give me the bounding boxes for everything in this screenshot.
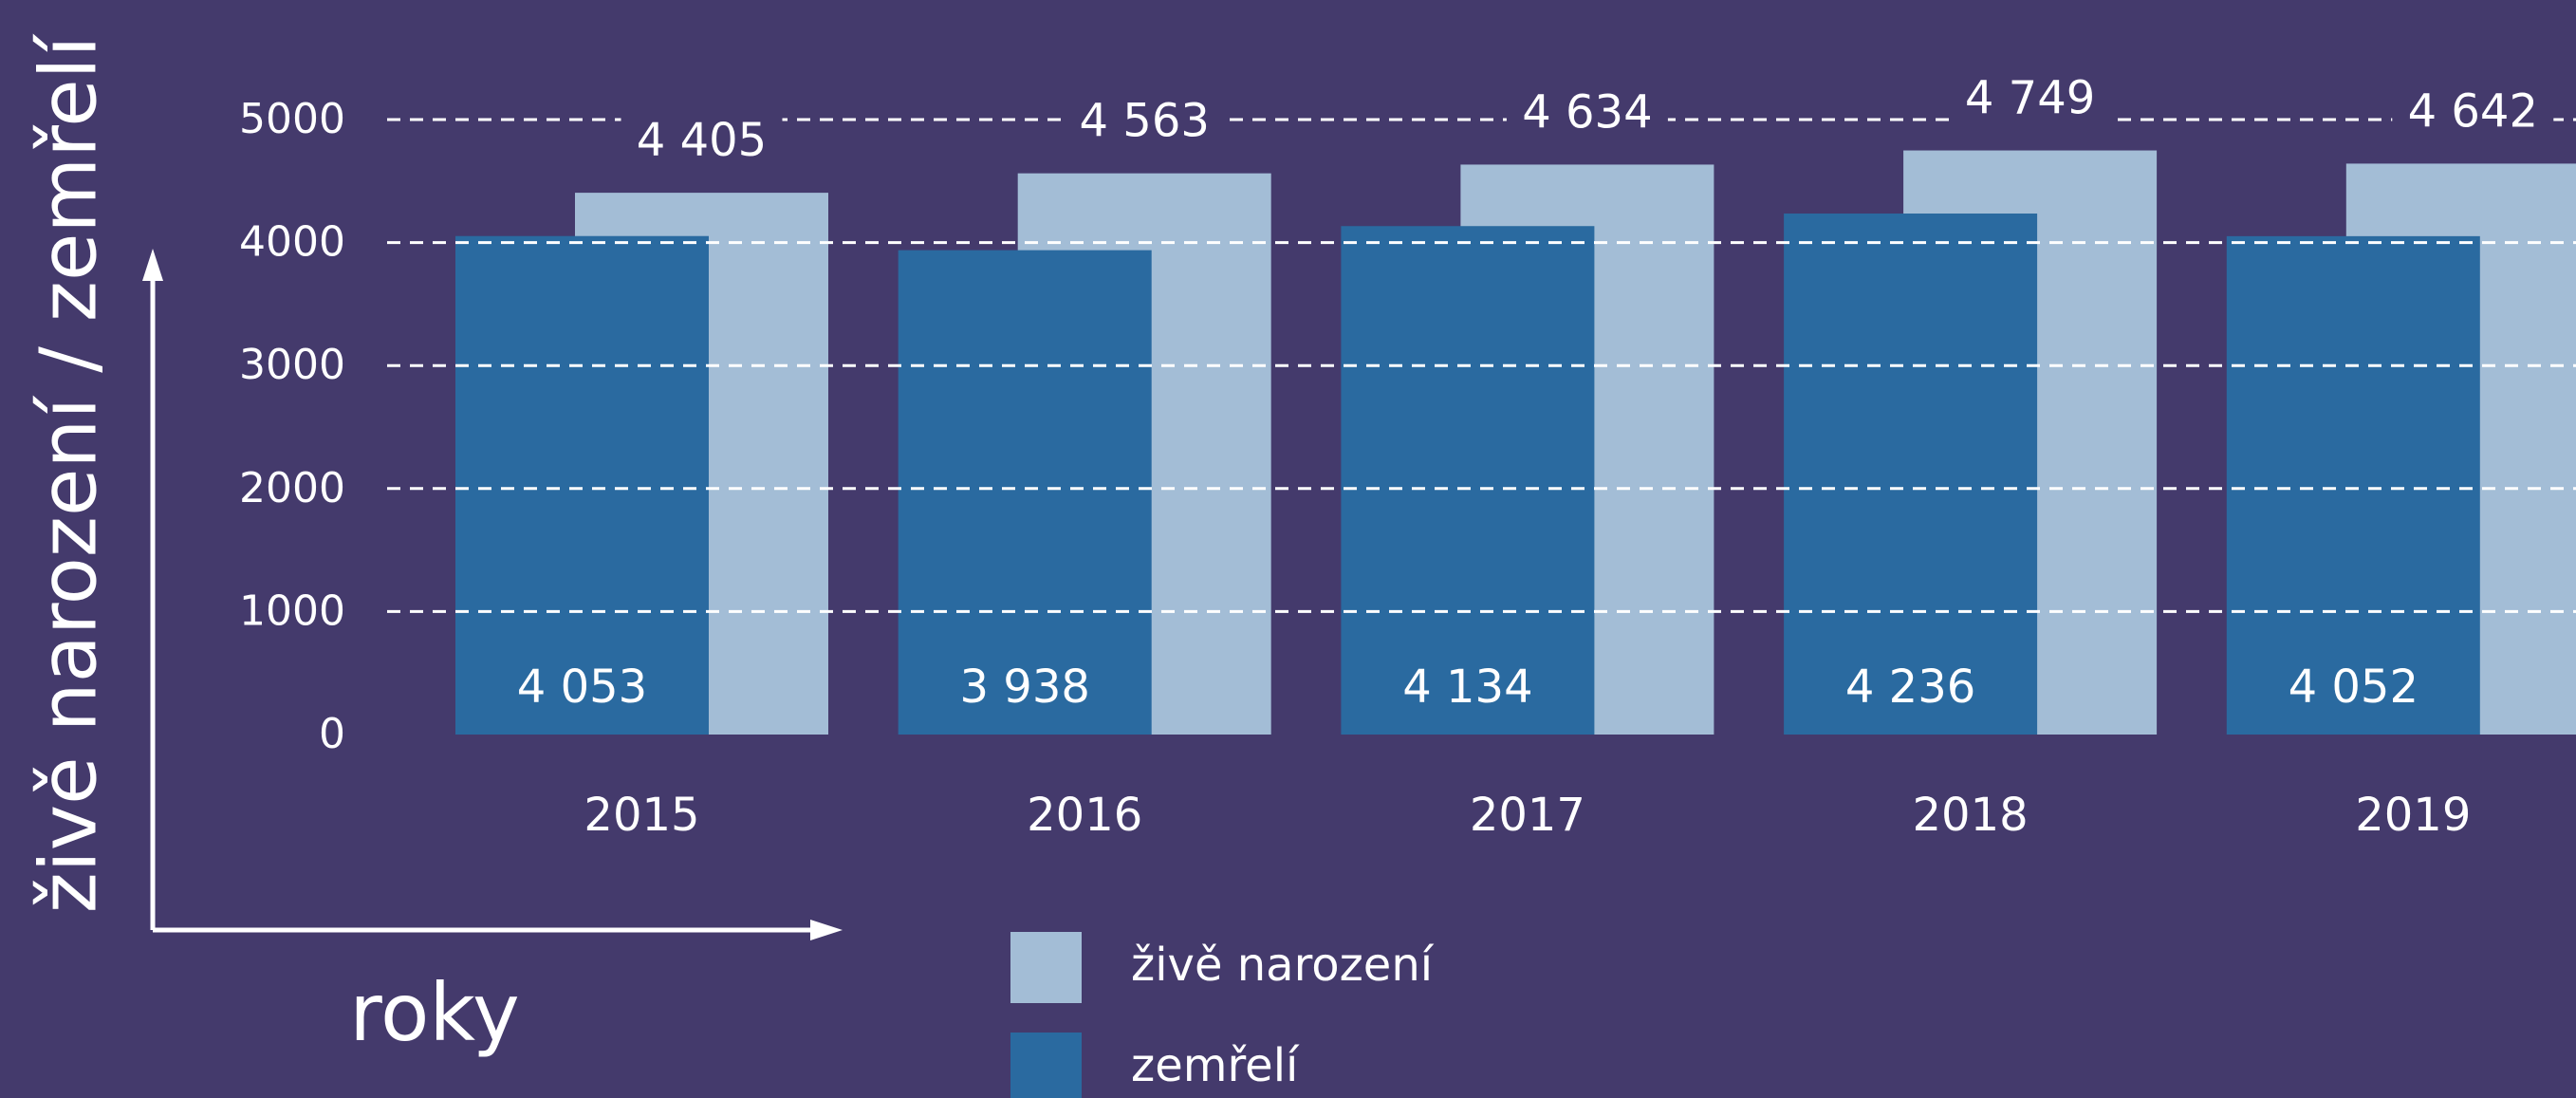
bar	[1784, 214, 2038, 735]
value-label: 4 405	[637, 114, 767, 167]
label-background	[621, 111, 783, 177]
x-axis-label: roky	[349, 966, 519, 1059]
label-background	[2392, 82, 2554, 147]
legend-swatch	[1010, 932, 1082, 1003]
value-label: 4 053	[517, 661, 647, 714]
y-tick-label: 3000	[239, 341, 345, 389]
y-arrow-head	[142, 249, 163, 281]
x-tick-label: 2019	[2355, 789, 2471, 842]
value-label: 4 134	[1402, 661, 1532, 714]
y-axis-label: živě narození / zemřelí	[24, 34, 114, 914]
y-tick-label: 4000	[239, 218, 345, 267]
bar	[898, 250, 1152, 735]
x-tick-label: 2016	[1027, 789, 1142, 842]
axis-arrows	[142, 249, 843, 940]
legend-label: živě narození	[1131, 939, 1435, 992]
bar	[455, 235, 709, 735]
label-background	[1064, 91, 1226, 157]
y-tick-label: 0	[319, 710, 345, 758]
y-tick-label: 2000	[239, 464, 345, 512]
bar	[1341, 226, 1595, 735]
y-tick-label: 5000	[239, 95, 345, 143]
value-label: 4 642	[2408, 84, 2538, 138]
value-label: 4 236	[1845, 661, 1975, 714]
value-label: 4 634	[1522, 85, 1652, 139]
value-label: 4 563	[1079, 95, 1209, 148]
x-tick-label: 2017	[1470, 789, 1585, 842]
legend-label: zemřelí	[1131, 1039, 1300, 1092]
x-tick-label: 2015	[584, 789, 699, 842]
legend-swatch	[1010, 1033, 1082, 1098]
x-tick-label: 2018	[1913, 789, 2029, 842]
x-arrow-head	[810, 920, 843, 940]
y-tick-label: 1000	[239, 586, 345, 635]
value-label: 4 052	[2289, 661, 2418, 714]
label-background	[1949, 68, 2111, 134]
label-background	[1506, 83, 1668, 148]
bar	[2226, 235, 2480, 735]
value-label: 4 749	[1965, 72, 2095, 125]
value-label: 3 938	[959, 661, 1089, 714]
